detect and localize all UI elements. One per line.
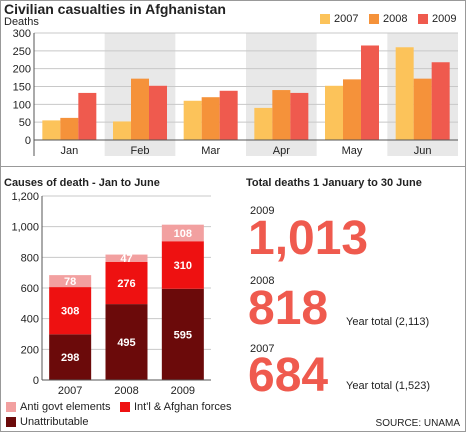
legend-swatch <box>320 14 330 24</box>
data-label: 47 <box>120 253 132 265</box>
bar-2008-may <box>343 79 361 140</box>
stack-unattributable-2007 <box>49 334 92 380</box>
stack-int-l-afghan-forces-2008 <box>105 261 148 305</box>
x-tick-label: Jan <box>60 145 78 157</box>
bar-2008-feb <box>131 78 149 140</box>
y-tick-label: 1,200 <box>11 191 39 203</box>
x-tick-label: Feb <box>131 145 150 157</box>
stack-int-l-afghan-forces-2009 <box>161 241 204 289</box>
stack-unattributable-2008 <box>105 304 148 380</box>
legend-label: Unattributable <box>20 416 89 428</box>
year-total-2008: Year total (2,113) <box>346 316 430 328</box>
legend-2007: 2007 <box>320 13 358 25</box>
y-tick-label: 1,000 <box>11 222 39 234</box>
y-tick-label: 0 <box>25 135 31 147</box>
stack-anti-govt-elements-2009 <box>161 224 204 242</box>
legend-swatch <box>6 402 16 412</box>
stacked-chart-title: Causes of death - Jan to June <box>4 177 160 189</box>
data-label: 78 <box>64 276 76 288</box>
data-label: 298 <box>61 352 79 364</box>
legend-2009: 2009 <box>418 13 456 25</box>
x-tick-label: May <box>342 145 363 157</box>
y-tick-label: 400 <box>21 314 39 326</box>
bar-2009-may <box>361 45 379 140</box>
legend-2008: 2008 <box>369 13 407 25</box>
legend-swatch <box>369 14 379 24</box>
stack-int-l-afghan-forces-2007 <box>49 287 92 335</box>
x-tick-label: Apr <box>273 145 290 157</box>
bar-2008-jan <box>60 117 79 140</box>
y-tick-label: 150 <box>13 82 31 94</box>
legend-label: Int'l & Afghan forces <box>134 401 232 413</box>
data-label: 108 <box>174 228 192 240</box>
data-label: 276 <box>117 278 135 290</box>
bar-2007-feb <box>113 121 131 140</box>
legend-label: 2008 <box>383 13 408 25</box>
legend-label: 2009 <box>432 13 457 25</box>
bar-2007-may <box>325 85 343 140</box>
y-tick-label: 250 <box>13 46 31 58</box>
section-divider <box>0 166 466 167</box>
total-value-2009: 1,013 <box>248 212 369 265</box>
legend-label: Anti govt elements <box>20 401 111 413</box>
stack-anti-govt-elements-2007 <box>49 275 92 288</box>
x-tick-label: 2008 <box>114 385 138 397</box>
x-tick-label: Mar <box>201 145 220 157</box>
y-tick-label: 100 <box>13 99 31 111</box>
y-tick-label: 300 <box>13 28 31 40</box>
bar-2009-feb <box>149 85 167 140</box>
y-tick-label: 50 <box>19 117 31 129</box>
y-tick-label: 800 <box>21 252 39 264</box>
stack-unattributable-2009 <box>161 288 204 380</box>
legend-swatch <box>6 417 16 427</box>
data-label: 495 <box>117 337 135 349</box>
unit-label: Deaths <box>4 16 39 28</box>
bar-2007-jan <box>42 120 61 140</box>
bar-2008-apr <box>272 90 291 140</box>
bar-2009-jan <box>78 92 97 140</box>
data-label: 595 <box>174 329 192 341</box>
y-tick-label: 600 <box>21 283 39 295</box>
total-value-2008: 818 <box>248 282 329 335</box>
bar-2007-jun <box>395 47 414 141</box>
year-total-2007: Year total (1,523) <box>346 380 430 392</box>
bar-2009-mar <box>219 90 238 140</box>
x-tick-label: Jun <box>414 145 432 157</box>
y-tick-label: 200 <box>21 344 39 356</box>
data-label: 308 <box>61 306 79 318</box>
legend-anti-govt: Anti govt elements <box>6 401 111 413</box>
bar-2008-jun <box>413 78 432 140</box>
total-year-2007: 2007 <box>250 343 275 355</box>
y-tick-label: 0 <box>33 375 39 387</box>
x-tick-label: 2007 <box>58 385 82 397</box>
legend-unattributable: Unattributable <box>6 416 89 428</box>
legend-swatch <box>418 14 428 24</box>
bar-2007-apr <box>254 107 273 140</box>
totals-heading: Total deaths 1 January to 30 June <box>246 177 422 189</box>
legend-swatch <box>120 402 130 412</box>
y-tick-label: 200 <box>13 64 31 76</box>
stack-anti-govt-elements-2008 <box>105 254 148 262</box>
bar-2007-mar <box>183 100 202 140</box>
graphic-title: Civilian casualties in Afghanistan <box>4 1 226 17</box>
bar-2009-jun <box>431 62 450 140</box>
source-note: SOURCE: UNAMA <box>375 418 460 429</box>
total-year-2008: 2008 <box>250 275 275 287</box>
legend-intl-forces: Int'l & Afghan forces <box>120 401 232 413</box>
x-tick-label: 2009 <box>171 385 195 397</box>
total-year-2009: 2009 <box>250 205 275 217</box>
bar-2008-mar <box>201 97 220 140</box>
data-label: 310 <box>174 260 192 272</box>
bar-2009-apr <box>290 92 309 140</box>
legend-label: 2007 <box>334 13 359 25</box>
total-value-2007: 684 <box>248 349 329 402</box>
